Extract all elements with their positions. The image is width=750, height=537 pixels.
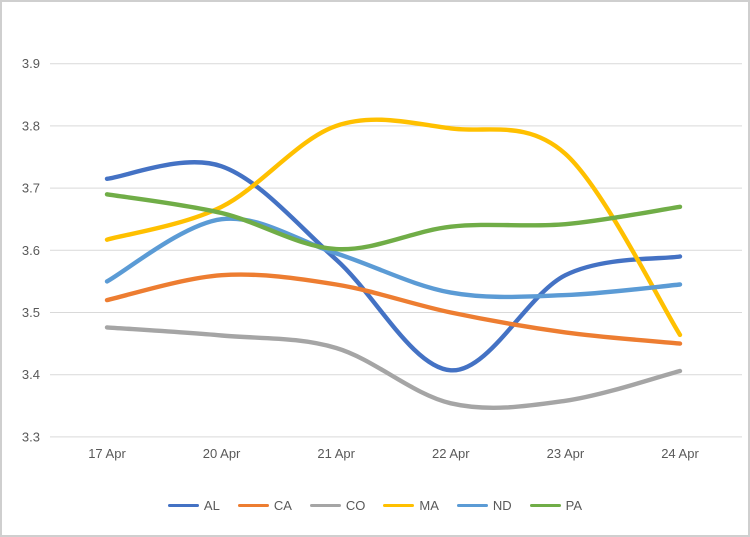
y-axis-tick-label: 3.5 <box>22 305 40 320</box>
x-axis-tick-label: 20 Apr <box>203 446 241 461</box>
y-axis-tick-label: 3.6 <box>22 243 40 258</box>
series-line-CA <box>104 272 683 346</box>
x-axis-tick-label: 24 Apr <box>661 446 699 461</box>
x-axis-tick-label: 21 Apr <box>317 446 355 461</box>
y-axis-tick-label: 3.7 <box>22 181 40 196</box>
y-axis: 3.9 3.8 3.7 3.6 3.5 3.4 3.3 <box>22 56 40 444</box>
y-axis-tick-label: 3.9 <box>22 56 40 71</box>
x-axis-tick-label: 23 Apr <box>547 446 585 461</box>
x-axis: 17 Apr 20 Apr 21 Apr 22 Apr 23 Apr 24 Apr <box>88 446 699 461</box>
series-line-ND <box>104 216 683 300</box>
x-axis-tick-label: 22 Apr <box>432 446 470 461</box>
x-axis-tick-label: 17 Apr <box>88 446 126 461</box>
series-lines <box>104 117 683 410</box>
series-line-AL <box>104 160 683 373</box>
gridlines <box>50 63 742 438</box>
series-line-PA <box>104 192 683 252</box>
series-line-CO <box>104 325 683 410</box>
series-line-MA <box>104 117 683 338</box>
y-axis-tick-label: 3.8 <box>22 118 40 133</box>
y-axis-tick-label: 3.3 <box>22 429 40 444</box>
y-axis-tick-label: 3.4 <box>22 367 40 382</box>
